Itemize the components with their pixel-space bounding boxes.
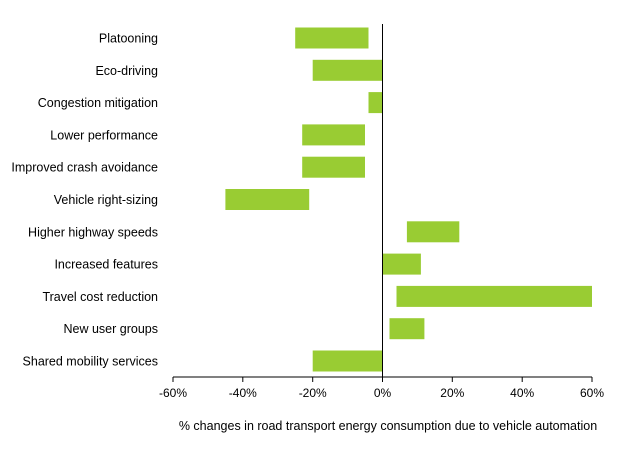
x-tick-label: -60%	[159, 386, 187, 400]
x-tick-label: 0%	[374, 386, 392, 400]
category-labels-layer: Platooning Eco-driving Congestion mitigati…	[11, 32, 158, 369]
category-label-new-user-groups: New user groups	[64, 322, 159, 336]
bar-increased-features	[382, 253, 421, 275]
bar-shared-mobility-services	[312, 350, 383, 372]
category-label-lower-performance: Lower performance	[50, 128, 158, 142]
category-label-improved-crash-avoidance: Improved crash avoidance	[11, 161, 158, 175]
category-label-higher-highway-speeds: Higher highway speeds	[28, 225, 158, 239]
bar-higher-highway-speeds	[406, 221, 460, 243]
category-label-shared-mobility-services: Shared mobility services	[23, 355, 158, 369]
x-tick-label: -40%	[229, 386, 257, 400]
bar-eco-driving	[312, 59, 383, 81]
bar-new-user-groups	[389, 318, 425, 340]
bar-congestion-mitigation	[368, 92, 383, 114]
category-label-platooning: Platooning	[99, 32, 158, 46]
bar-improved-crash-avoidance	[302, 156, 365, 178]
x-tick-label: 40%	[510, 386, 534, 400]
bar-lower-performance	[302, 124, 365, 146]
x-tick-label: -20%	[299, 386, 327, 400]
bars-layer	[225, 27, 592, 372]
bar-travel-cost-reduction	[396, 285, 592, 307]
x-axis-title: % changes in road transport energy consu…	[179, 419, 597, 433]
category-label-congestion-mitigation: Congestion mitigation	[38, 96, 158, 110]
category-label-travel-cost-reduction: Travel cost reduction	[42, 290, 158, 304]
bar-platooning	[295, 27, 369, 49]
axis-layer: -60% -40% -20% 0% 20% 40% 60%	[159, 24, 604, 400]
category-label-increased-features: Increased features	[54, 258, 158, 272]
category-label-eco-driving: Eco-driving	[95, 64, 158, 78]
x-tick-label: 60%	[580, 386, 604, 400]
bar-vehicle-right-sizing	[225, 189, 310, 210]
x-tick-label: 20%	[440, 386, 464, 400]
category-label-vehicle-right-sizing: Vehicle right-sizing	[54, 193, 158, 207]
